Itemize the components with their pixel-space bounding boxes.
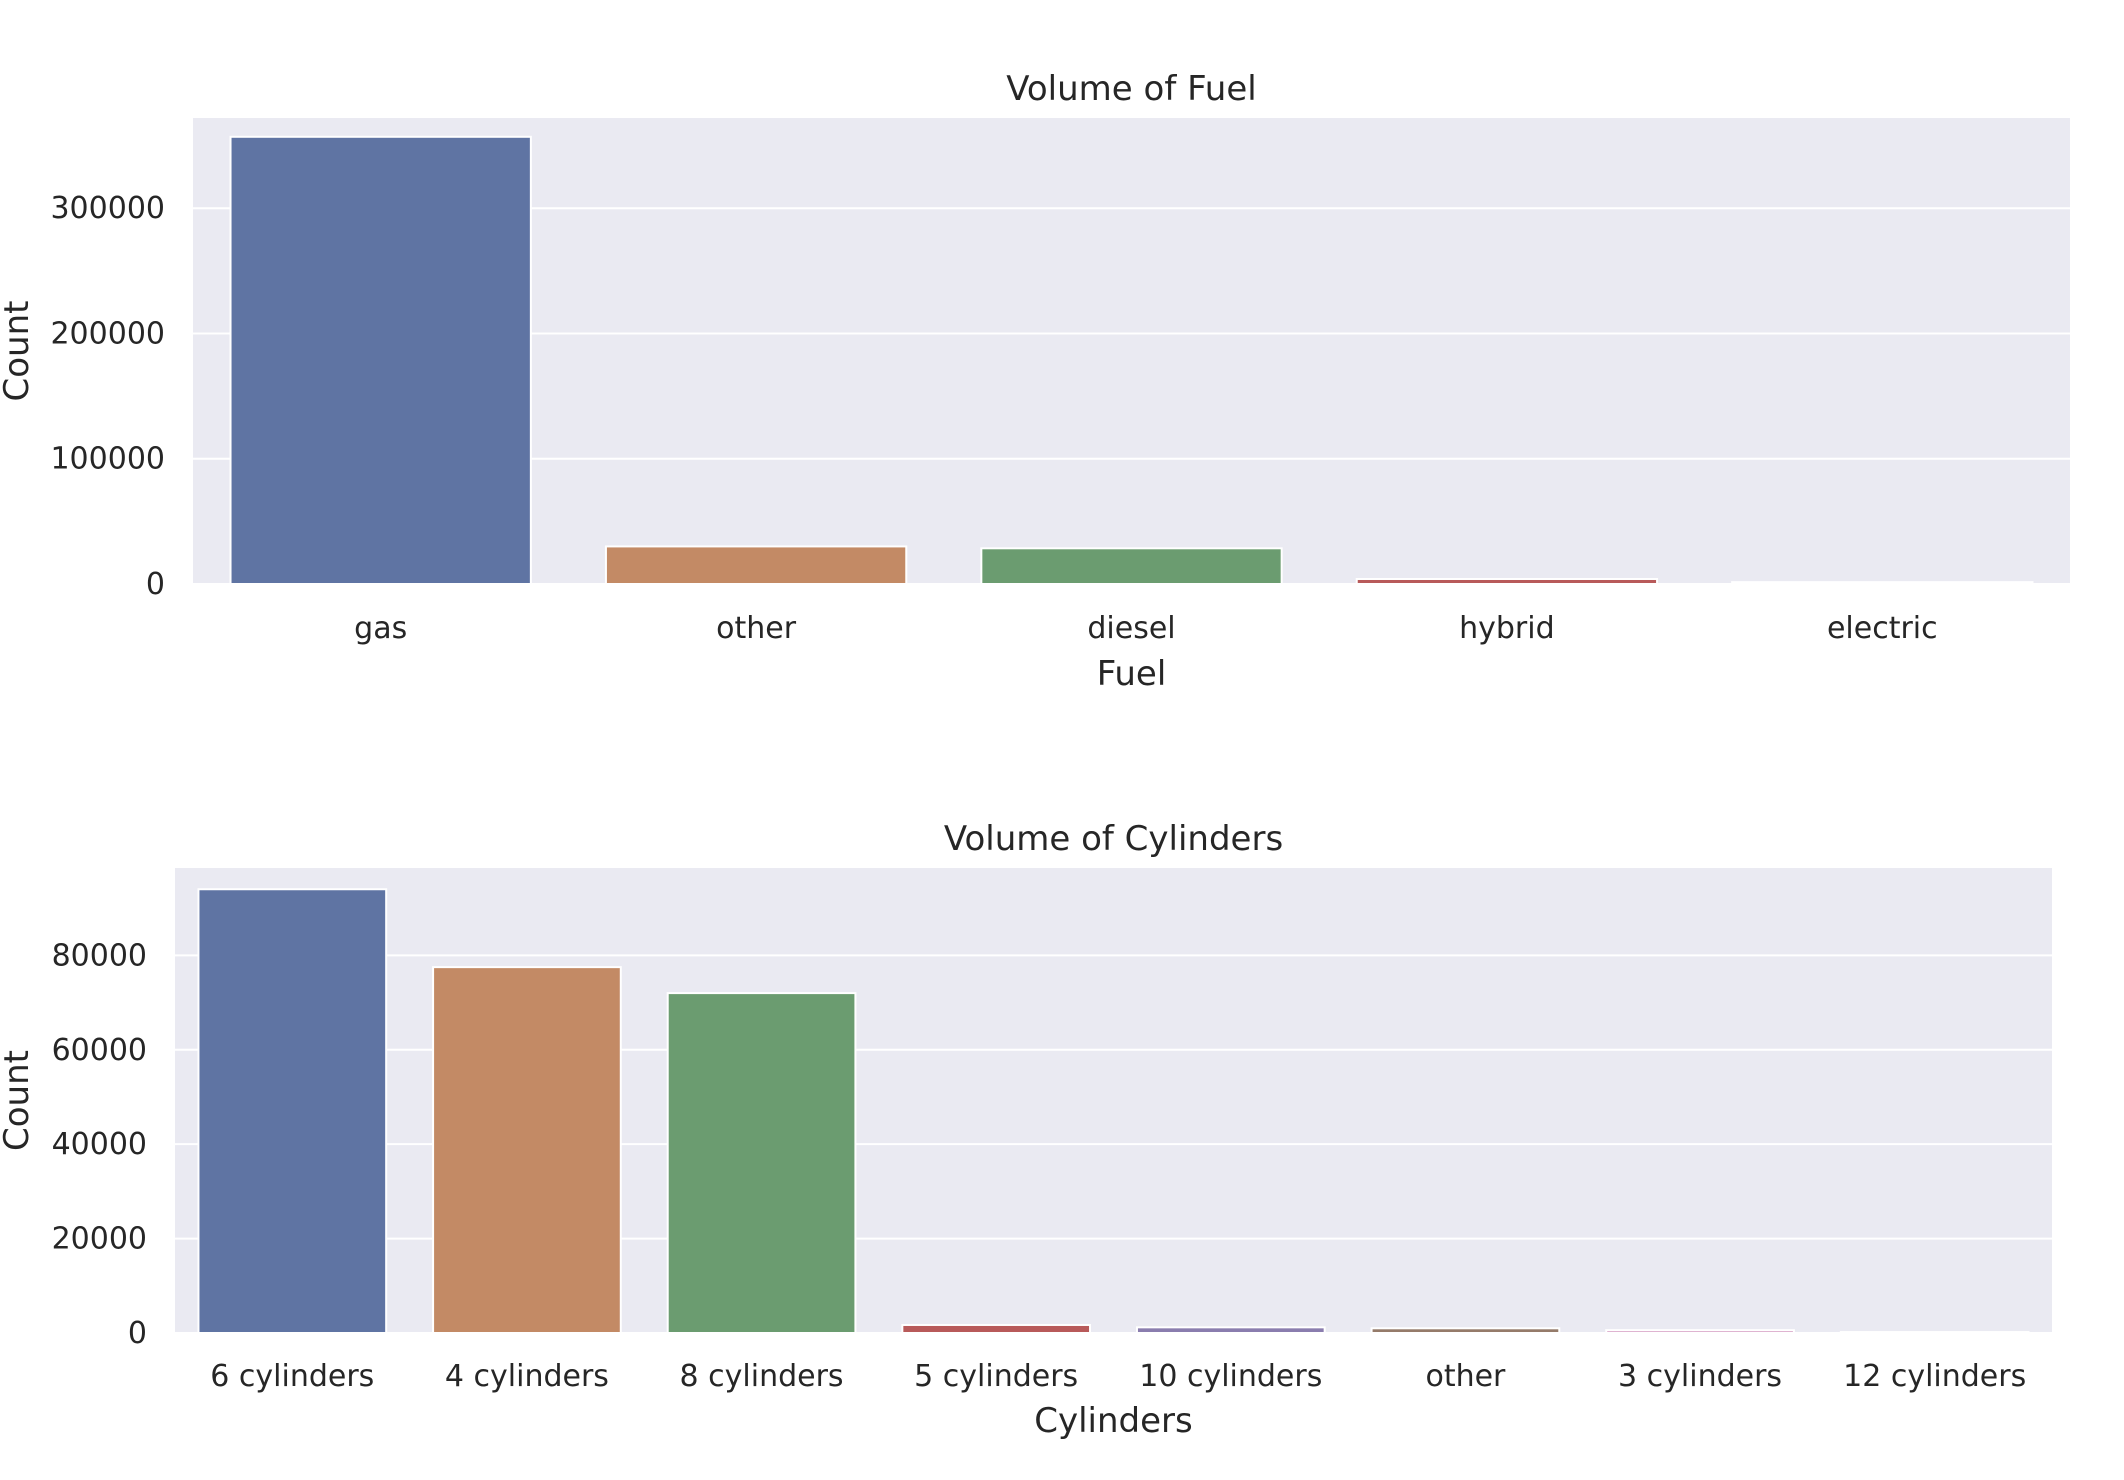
x-tick-label: hybrid — [1459, 611, 1555, 646]
chart-1: 0 20000 40000 60000 80000 6 cylinders 4 cylind… — [0, 819, 2052, 1441]
y-tick-label: 80000 — [52, 938, 147, 973]
bar-other — [1370, 1327, 1561, 1334]
bar-10-cylinders — [1135, 1326, 1326, 1335]
x-tick-label: other — [1425, 1359, 1506, 1394]
bar-6-cylinders — [197, 888, 388, 1334]
chart-0: 0 100000 200000 300000 gas other diesel hybrid e… — [0, 69, 2070, 694]
y-tick-label: 0 — [146, 567, 165, 602]
x-tick-label: other — [716, 611, 797, 646]
y-tick-label: 100000 — [50, 442, 165, 477]
x-tick-label: 5 cylinders — [914, 1359, 1078, 1394]
bar-hybrid — [1355, 577, 1659, 586]
y-tick-label: 20000 — [52, 1222, 147, 1257]
y-tick-label: 0 — [128, 1316, 147, 1351]
bar-gas — [229, 135, 532, 586]
bar-8-cylinders — [666, 992, 857, 1334]
x-axis-label: Fuel — [1097, 654, 1167, 694]
y-axis-label: Count — [0, 301, 37, 402]
x-tick-label: 10 cylinders — [1139, 1359, 1322, 1394]
x-tick-label: 6 cylinders — [210, 1359, 374, 1394]
y-tick-label: 300000 — [50, 191, 165, 226]
chart-title: Volume of Fuel — [1006, 69, 1256, 109]
bar-3-cylinders — [1605, 1329, 1795, 1334]
x-tick-label: electric — [1827, 611, 1938, 646]
x-axis-label: Cylinders — [1034, 1401, 1193, 1441]
chart-title: Volume of Cylinders — [944, 819, 1283, 859]
bar-4-cylinders — [432, 966, 622, 1335]
x-tick-label: gas — [354, 611, 407, 646]
x-tick-label: 12 cylinders — [1843, 1359, 2026, 1394]
bar-diesel — [980, 547, 1283, 586]
y-tick-label: 60000 — [52, 1033, 147, 1068]
x-tick-label: 8 cylinders — [680, 1359, 844, 1394]
y-axis-label: Count — [0, 1050, 37, 1151]
bar-electric — [1731, 581, 2034, 586]
y-tick-label: 200000 — [50, 316, 165, 351]
x-tick-label: 3 cylinders — [1618, 1359, 1782, 1394]
x-tick-label: 4 cylinders — [445, 1359, 609, 1394]
bar-other — [604, 545, 908, 586]
y-tick-label: 40000 — [52, 1127, 147, 1162]
bar-5-cylinders — [901, 1323, 1092, 1334]
x-tick-label: diesel — [1087, 611, 1175, 646]
bar-12-cylinders — [1839, 1331, 2030, 1335]
